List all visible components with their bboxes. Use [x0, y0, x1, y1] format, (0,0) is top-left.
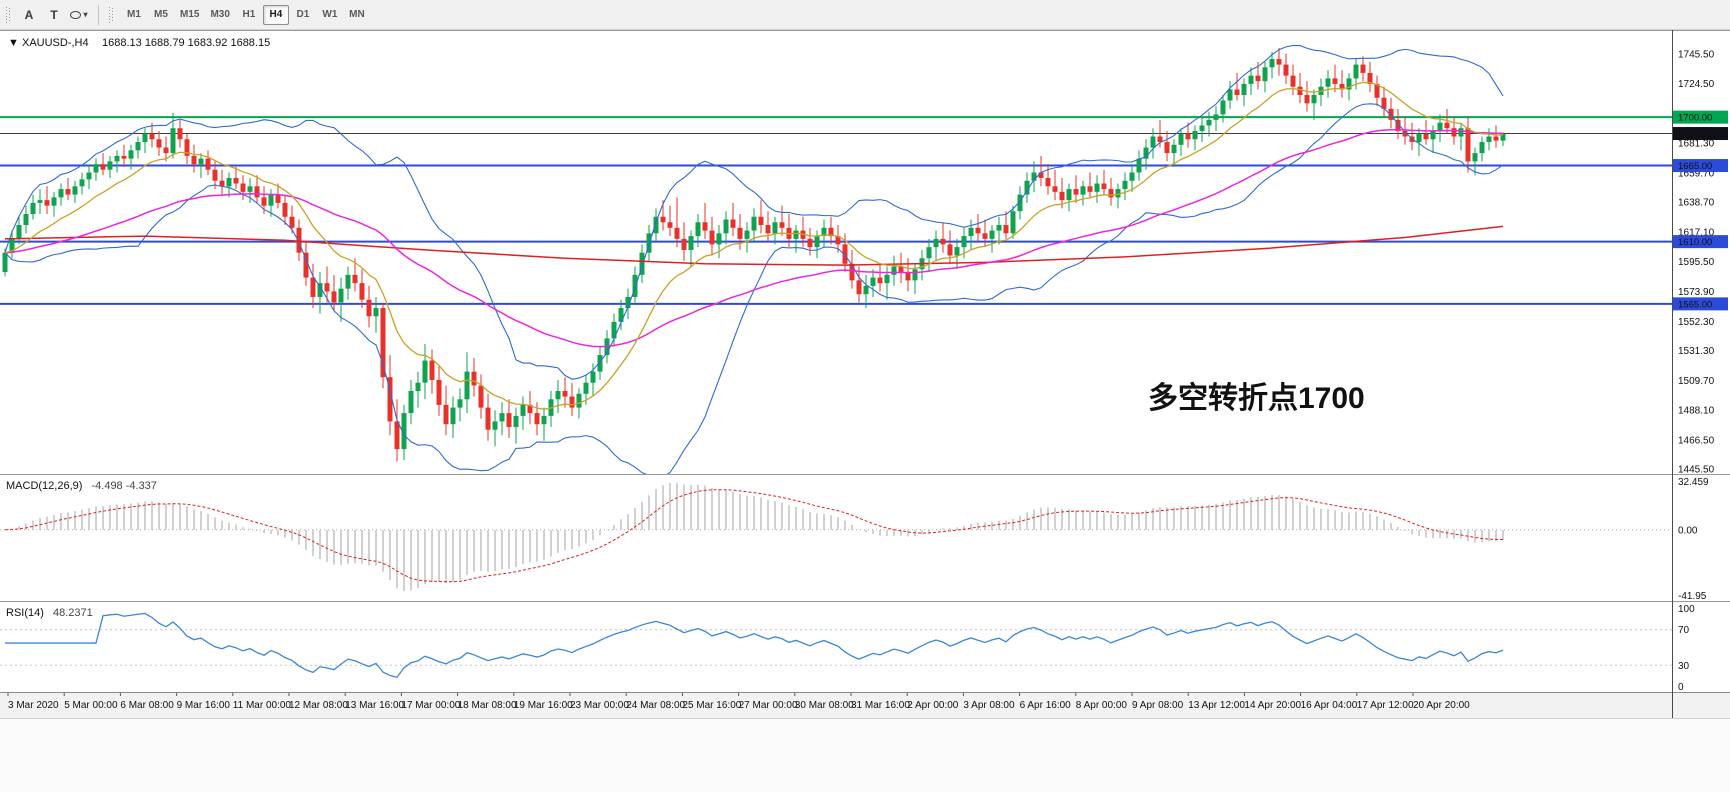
tf-button-m1[interactable]: M1 [121, 5, 147, 25]
svg-text:30 Mar 08:00: 30 Mar 08:00 [795, 700, 854, 711]
chart-labels-layer: ▼ XAUUSD-,H4 1688.13 1688.79 1683.92 168… [6, 37, 1365, 619]
svg-text:17 Mar 00:00: 17 Mar 00:00 [401, 700, 460, 711]
timeframe-toolbar-grip[interactable] [109, 6, 114, 23]
tf-button-d1[interactable]: D1 [290, 5, 316, 25]
svg-text:13 Apr 12:00: 13 Apr 12:00 [1188, 700, 1245, 711]
svg-text:100: 100 [1678, 604, 1695, 615]
tf-button-mn[interactable]: MN [344, 5, 370, 25]
svg-text:27 Mar 00:00: 27 Mar 00:00 [739, 700, 798, 711]
svg-text:18 Mar 08:00: 18 Mar 08:00 [458, 700, 517, 711]
price-badges: 1700.00 1665.00 1610.00 1565.00 1688.15 [1673, 110, 1728, 311]
tf-button-w1[interactable]: W1 [317, 5, 343, 25]
svg-text:12 Mar 08:00: 12 Mar 08:00 [289, 700, 348, 711]
pane-separators [0, 30, 1730, 719]
svg-text:23 Mar 00:00: 23 Mar 00:00 [570, 700, 629, 711]
svg-text:24 Mar 08:00: 24 Mar 08:00 [626, 700, 685, 711]
svg-text:1610.00: 1610.00 [1678, 237, 1712, 248]
svg-text:1531.30: 1531.30 [1678, 346, 1715, 357]
svg-text:1617.10: 1617.10 [1678, 227, 1715, 238]
svg-text:20 Apr 20:00: 20 Apr 20:00 [1413, 700, 1470, 711]
svg-text:1552.30: 1552.30 [1678, 317, 1715, 328]
chart-dynamic-layer: 1745.50 1724.50 1681.30 1659.70 1638.70 1617.… [0, 30, 1730, 792]
svg-text:3 Apr 08:00: 3 Apr 08:00 [963, 700, 1015, 711]
svg-text:2 Apr 00:00: 2 Apr 00:00 [907, 700, 959, 711]
svg-text:1445.50: 1445.50 [1678, 465, 1715, 476]
tf-button-m30[interactable]: M30 [205, 5, 234, 25]
toolbar-grip[interactable] [6, 6, 11, 23]
svg-text:0: 0 [1678, 682, 1684, 693]
timeframe-toolbar: M1 M5 M15 M30 H1 H4 D1 W1 MN [121, 4, 370, 25]
top-toolbar: A T ▾ M1 M5 M15 M30 H1 H4 D1 W1 MN [0, 0, 1730, 30]
svg-text:19 Mar 16:00: 19 Mar 16:00 [514, 700, 573, 711]
svg-text:1595.50: 1595.50 [1678, 257, 1715, 268]
price-axis: 1745.50 1724.50 1681.30 1659.70 1638.70 1617.… [1678, 50, 1715, 693]
text-label-tool-button[interactable]: A [18, 4, 40, 26]
svg-text:1681.30: 1681.30 [1678, 139, 1715, 150]
rsi-name: RSI(14) [6, 607, 44, 619]
svg-text:32.459: 32.459 [1678, 477, 1709, 488]
chart-collapse-icon[interactable]: ▼ [8, 37, 19, 49]
svg-text:25 Mar 16:00: 25 Mar 16:00 [682, 700, 741, 711]
svg-text:16 Apr 04:00: 16 Apr 04:00 [1301, 700, 1358, 711]
dropdown-caret-icon: ▾ [83, 10, 88, 19]
svg-text:-41.95: -41.95 [1678, 591, 1707, 602]
svg-text:9 Mar 16:00: 9 Mar 16:00 [177, 700, 231, 711]
svg-text:70: 70 [1678, 625, 1690, 636]
svg-text:6 Mar 08:00: 6 Mar 08:00 [120, 700, 174, 711]
svg-text:1745.50: 1745.50 [1678, 50, 1715, 61]
svg-text:0.00: 0.00 [1678, 525, 1698, 536]
tf-button-m15[interactable]: M15 [175, 5, 204, 25]
svg-text:9 Apr 08:00: 9 Apr 08:00 [1132, 700, 1184, 711]
time-axis: 3 Mar 2020 5 Mar 00:00 6 Mar 08:00 9 Mar 16… [7, 693, 1470, 711]
svg-text:3 Mar 2020: 3 Mar 2020 [8, 700, 59, 711]
svg-text:13 Mar 16:00: 13 Mar 16:00 [345, 700, 404, 711]
svg-text:1659.70: 1659.70 [1678, 168, 1715, 179]
svg-text:1700.00: 1700.00 [1678, 113, 1712, 124]
macd-values: -4.498 -4.337 [91, 480, 156, 492]
svg-text:1665.00: 1665.00 [1678, 161, 1712, 172]
macd-name: MACD(12,26,9) [6, 480, 82, 492]
candles-layer [2, 47, 1506, 462]
svg-text:1488.10: 1488.10 [1678, 406, 1715, 417]
text-tool-button[interactable]: T [43, 4, 65, 26]
macd-label: MACD(12,26,9) -4.498 -4.337 [6, 480, 157, 492]
svg-text:6 Apr 16:00: 6 Apr 16:00 [1020, 700, 1072, 711]
rsi-label: RSI(14) 48.2371 [6, 607, 93, 619]
chart-canvas[interactable]: 1745.50 1724.50 1681.30 1659.70 1638.70 1617.… [0, 30, 1730, 792]
svg-text:1565.00: 1565.00 [1678, 299, 1712, 310]
svg-text:14 Apr 20:00: 14 Apr 20:00 [1244, 700, 1301, 711]
svg-text:1724.50: 1724.50 [1678, 79, 1715, 90]
macd-signal-line [4, 489, 1504, 583]
svg-text:1638.70: 1638.70 [1678, 197, 1715, 208]
svg-text:8 Apr 00:00: 8 Apr 00:00 [1076, 700, 1128, 711]
chart-symbol-title: XAUUSD-,H4 [22, 37, 89, 49]
shapes-icon [70, 10, 82, 19]
svg-text:1466.50: 1466.50 [1678, 436, 1715, 447]
toolbar-separator [98, 4, 99, 25]
tf-button-h1[interactable]: H1 [236, 5, 262, 25]
svg-text:30: 30 [1678, 661, 1690, 672]
svg-text:17 Apr 12:00: 17 Apr 12:00 [1357, 700, 1414, 711]
svg-text:1573.90: 1573.90 [1678, 287, 1715, 298]
rsi-value: 48.2371 [53, 607, 93, 619]
svg-text:1688.15: 1688.15 [1678, 129, 1712, 140]
svg-text:1509.70: 1509.70 [1678, 376, 1715, 387]
rsi-line [5, 612, 1504, 679]
chart-ohlc-values: 1688.13 1688.79 1683.92 1688.15 [102, 37, 270, 49]
svg-text:5 Mar 00:00: 5 Mar 00:00 [64, 700, 118, 711]
annotation-text: 多空转折点1700 [1148, 382, 1365, 415]
rsi-level-lines [0, 629, 1672, 666]
overlay-indicator-lines [4, 44, 1504, 474]
tf-button-h4[interactable]: H4 [262, 4, 289, 25]
macd-histogram [11, 483, 1504, 592]
tf-button-m5[interactable]: M5 [148, 5, 174, 25]
shapes-dropdown-button[interactable]: ▾ [68, 4, 90, 26]
svg-text:11 Mar 00:00: 11 Mar 00:00 [233, 700, 292, 711]
svg-text:31 Mar 16:00: 31 Mar 16:00 [851, 700, 910, 711]
